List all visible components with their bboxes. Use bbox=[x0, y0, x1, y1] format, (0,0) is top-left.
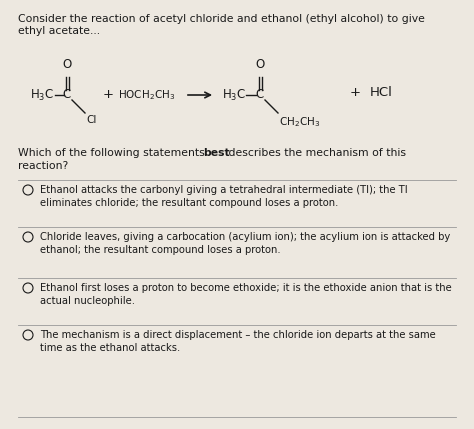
Text: $\rm CH_2CH_3$: $\rm CH_2CH_3$ bbox=[279, 115, 320, 129]
Text: $\rm H_3C$: $\rm H_3C$ bbox=[222, 88, 246, 103]
Text: time as the ethanol attacks.: time as the ethanol attacks. bbox=[40, 343, 180, 353]
Text: Chloride leaves, giving a carbocation (acylium ion); the acylium ion is attacked: Chloride leaves, giving a carbocation (a… bbox=[40, 232, 450, 242]
Text: Cl: Cl bbox=[86, 115, 96, 125]
Text: +: + bbox=[349, 87, 361, 100]
Text: HCl: HCl bbox=[370, 87, 393, 100]
Text: eliminates chloride; the resultant compound loses a proton.: eliminates chloride; the resultant compo… bbox=[40, 198, 338, 208]
Text: ethyl acetate...: ethyl acetate... bbox=[18, 26, 100, 36]
Text: O: O bbox=[255, 58, 264, 71]
Text: best: best bbox=[203, 148, 229, 158]
Text: The mechanism is a direct displacement – the chloride ion departs at the same: The mechanism is a direct displacement –… bbox=[40, 330, 436, 340]
Text: Which of the following statements: Which of the following statements bbox=[18, 148, 208, 158]
Text: actual nucleophile.: actual nucleophile. bbox=[40, 296, 135, 306]
Text: $\rm H_3C$: $\rm H_3C$ bbox=[30, 88, 54, 103]
Text: describes the mechanism of this: describes the mechanism of this bbox=[225, 148, 406, 158]
Text: Ethanol first loses a proton to become ethoxide; it is the ethoxide anion that i: Ethanol first loses a proton to become e… bbox=[40, 283, 452, 293]
Text: C: C bbox=[63, 88, 71, 102]
Text: Consider the reaction of acetyl chloride and ethanol (ethyl alcohol) to give: Consider the reaction of acetyl chloride… bbox=[18, 14, 425, 24]
Text: reaction?: reaction? bbox=[18, 161, 68, 171]
Text: ethanol; the resultant compound loses a proton.: ethanol; the resultant compound loses a … bbox=[40, 245, 281, 255]
Text: O: O bbox=[63, 58, 72, 71]
Text: +: + bbox=[102, 88, 113, 102]
Text: Ethanol attacks the carbonyl giving a tetrahedral intermediate (TI); the TI: Ethanol attacks the carbonyl giving a te… bbox=[40, 185, 408, 195]
Text: C: C bbox=[256, 88, 264, 102]
Text: $\rm HOCH_2CH_3$: $\rm HOCH_2CH_3$ bbox=[118, 88, 175, 102]
